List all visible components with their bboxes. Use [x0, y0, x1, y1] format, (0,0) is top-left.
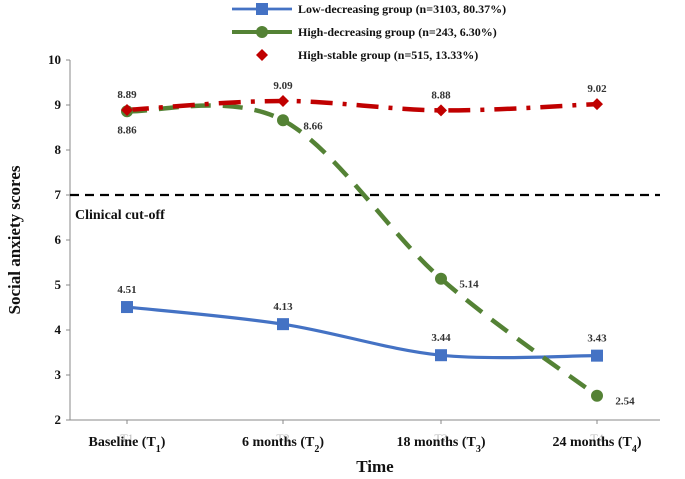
x-axis-title: Time	[356, 457, 394, 476]
y-tick-label: 9	[55, 97, 62, 112]
data-point	[591, 349, 603, 362]
y-tick-label: 4	[55, 322, 62, 337]
data-point	[591, 98, 603, 111]
legend-label: Low-decreasing group (n=3103, 80.37%)	[298, 2, 506, 16]
y-tick-label: 5	[55, 277, 62, 292]
y-tick-label: 3	[55, 367, 62, 382]
data-point	[277, 114, 289, 127]
data-point	[121, 103, 133, 116]
x-tick-ghost-label: T2	[276, 431, 289, 445]
x-tick-label: 18 months (T3)	[396, 435, 485, 455]
series-line-3	[126, 98, 598, 113]
x-tick-ghost-label: T3	[434, 431, 447, 445]
legend-marker	[256, 49, 268, 61]
data-label: 9.02	[587, 83, 607, 95]
legend: Low-decreasing group (n=3103, 80.37%) Hig…	[232, 2, 506, 62]
series-line-1	[126, 305, 598, 360]
data-label: 8.88	[431, 89, 451, 101]
data-label: 2.54	[615, 396, 635, 408]
data-label: 5.14	[459, 279, 479, 291]
data-point	[277, 94, 289, 107]
data-label: 8.89	[117, 89, 137, 101]
clinical-cutoff-label: Clinical cut-off	[75, 208, 165, 223]
data-point	[435, 272, 447, 285]
series-line-2	[126, 103, 599, 398]
data-point	[435, 104, 447, 117]
data-point	[435, 349, 447, 362]
data-label: 8.86	[117, 124, 137, 136]
data-label: 9.09	[273, 80, 293, 92]
y-tick-label: 8	[55, 142, 62, 157]
y-tick-label: 7	[55, 187, 62, 202]
data-label: 4.13	[273, 301, 293, 313]
legend-marker	[256, 26, 268, 38]
x-tick-ghost-label: T4	[590, 431, 603, 445]
x-tick-label: Baseline (T1)	[89, 435, 166, 455]
y-axis-title: Social anxiety scores	[5, 165, 24, 314]
x-tick-label: 6 months (T2)	[242, 435, 324, 455]
x-tick-label: 24 months (T4)	[552, 435, 641, 455]
data-label: 4.51	[117, 284, 136, 296]
data-point	[121, 301, 133, 314]
x-tick-ghost-label: T1	[120, 431, 133, 445]
y-tick-label: 2	[55, 412, 62, 427]
legend-label: High-stable group (n=515, 13.33%)	[298, 48, 478, 62]
data-label: 3.44	[431, 332, 451, 344]
y-tick-label: 6	[55, 232, 62, 247]
data-point	[591, 389, 603, 402]
data-point	[277, 318, 289, 331]
data-label: 8.66	[303, 120, 323, 132]
legend-marker	[256, 3, 268, 15]
legend-label: High-decreasing group (n=243, 6.30%)	[298, 25, 497, 39]
data-label: 3.43	[587, 333, 607, 345]
y-tick-label: 10	[48, 52, 61, 67]
